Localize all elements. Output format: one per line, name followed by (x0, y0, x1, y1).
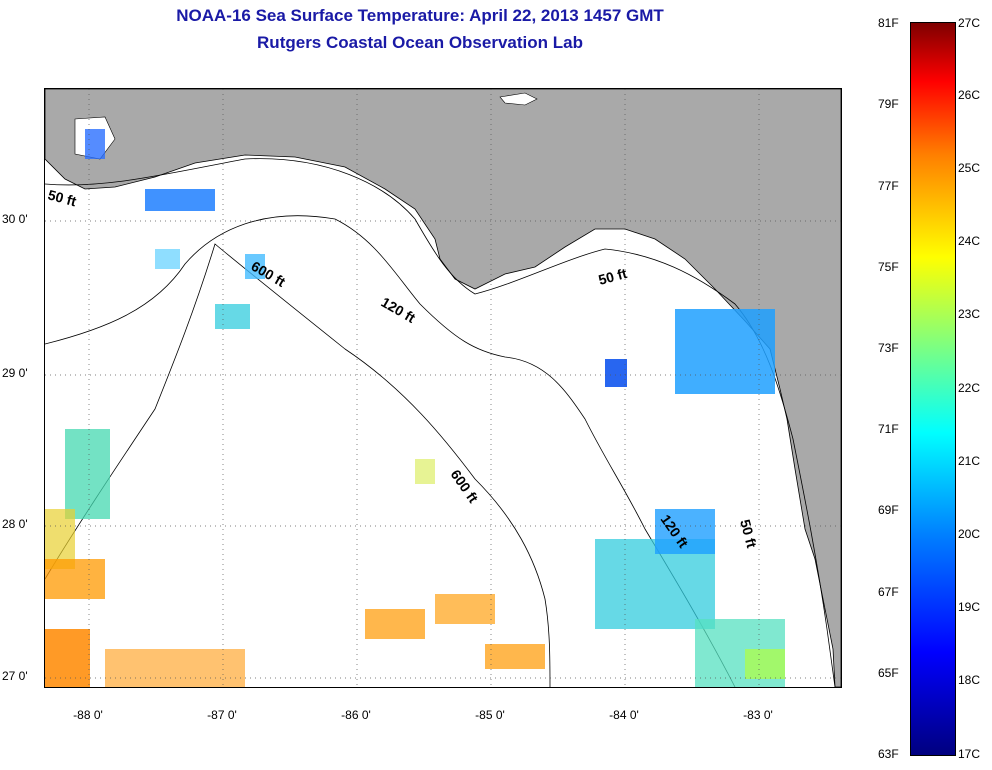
colorbar-fahrenheit-label: 73F (878, 341, 899, 355)
colorbar-celsius-label: 18C (958, 673, 981, 687)
longitude-label: -88 0' (73, 708, 103, 722)
map-panel[interactable]: 50 ft 600 ft 120 ft 50 ft 600 ft 120 ft … (44, 88, 842, 688)
colorbar-fahrenheit-label: 69F (878, 503, 899, 517)
colorbar-celsius-label: 27C (958, 16, 981, 30)
latitude-label: 29 0' (2, 366, 28, 380)
colorbar-celsius-label: 17C (958, 747, 981, 761)
colorbar-fahrenheit-label: 77F (878, 179, 899, 193)
contour-label: 50 ft (597, 265, 629, 288)
map-subtitle: Rutgers Coastal Ocean Observation Lab (257, 33, 583, 52)
contour-50ft (45, 158, 836, 687)
longitude-label: -84 0' (609, 708, 639, 722)
longitude-label: -87 0' (207, 708, 237, 722)
longitude-label: -86 0' (341, 708, 371, 722)
colorbar-celsius-label: 20C (958, 527, 981, 541)
latitude-label: 28 0' (2, 517, 28, 531)
contour-label: 120 ft (379, 294, 419, 326)
sst-map: 50 ft 600 ft 120 ft 50 ft 600 ft 120 ft … (45, 89, 841, 687)
contour-label: 50 ft (46, 186, 78, 209)
colorbar-celsius-label: 26C (958, 88, 981, 102)
contour-600ft (45, 243, 551, 687)
colorbar-celsius-label: 23C (958, 307, 981, 321)
colorbar-celsius-label: 24C (958, 234, 981, 248)
latitude-label: 27 0' (2, 669, 28, 683)
colorbar-fahrenheit-label: 67F (878, 585, 899, 599)
colorbar-fahrenheit-label: 75F (878, 260, 899, 274)
longitude-label: -83 0' (743, 708, 773, 722)
colorbar-celsius-label: 19C (958, 600, 981, 614)
colorbar-fahrenheit-label: 81F (878, 16, 899, 30)
contour-label: 600 ft (249, 258, 289, 290)
longitude-label: -85 0' (475, 708, 505, 722)
lake-outline (499, 92, 538, 106)
temperature-colorbar (910, 22, 956, 756)
contour-label: 600 ft (448, 467, 482, 506)
colorbar-fahrenheit-label: 71F (878, 422, 899, 436)
sst-patches (45, 129, 785, 687)
colorbar-celsius-label: 25C (958, 161, 981, 175)
colorbar-fahrenheit-label: 63F (878, 747, 899, 761)
colorbar-fahrenheit-label: 79F (878, 97, 899, 111)
colorbar-celsius-label: 21C (958, 454, 981, 468)
latitude-label: 30 0' (2, 212, 28, 226)
map-title: NOAA-16 Sea Surface Temperature: April 2… (176, 6, 664, 25)
colorbar-celsius-label: 22C (958, 381, 981, 395)
contour-label: 50 ft (737, 518, 760, 550)
contour-120ft (45, 215, 736, 687)
colorbar-fahrenheit-label: 65F (878, 666, 899, 680)
land-mass (45, 89, 841, 687)
